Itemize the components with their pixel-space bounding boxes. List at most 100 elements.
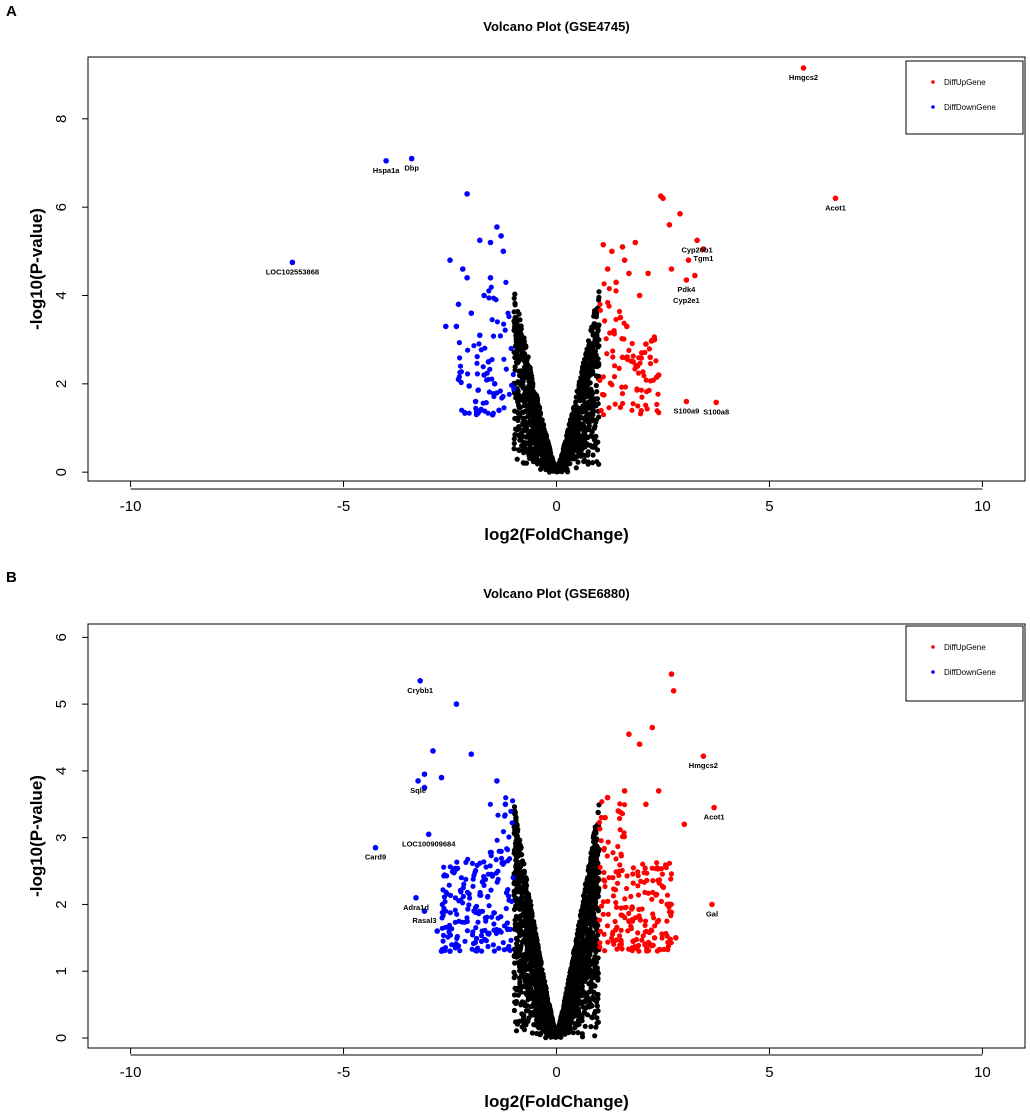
x-tick-label: -10: [120, 498, 142, 515]
point-diffupgene: [677, 211, 683, 217]
point-diffupgene: [613, 904, 620, 910]
nonsig-point: [590, 404, 596, 410]
x-tick-label: 5: [765, 498, 773, 515]
point-diffupgene: [637, 411, 644, 417]
nonsig-point: [531, 408, 537, 414]
nonsig-point: [593, 417, 599, 423]
point-diffdowngene: [486, 288, 492, 294]
point-diffupgene: [600, 412, 607, 418]
nonsig-point: [536, 427, 542, 433]
nonsig-point: [536, 441, 542, 447]
point-diffupgene: [619, 834, 626, 840]
point-diffdowngene: [454, 933, 460, 940]
legend: DiffUpGene DiffDownGene: [905, 60, 1024, 135]
point-diffdowngene: [458, 875, 464, 881]
nonsig-point: [512, 300, 518, 306]
nonsig-point: [520, 384, 526, 390]
point-diffdowngene: [421, 908, 428, 914]
nonsig-point: [595, 809, 601, 816]
gene-label: Adra1d: [403, 903, 429, 912]
nonsig-point: [532, 428, 538, 434]
nonsig-point: [593, 1024, 599, 1030]
point-diffupgene: [618, 927, 624, 933]
point-diffdowngene: [477, 332, 483, 339]
point-diffupgene: [658, 866, 665, 872]
point-diffupgene: [618, 851, 624, 857]
nonsig-point: [592, 1033, 598, 1039]
gene-label: Sqle: [410, 786, 426, 795]
point-diffdowngene: [479, 928, 485, 934]
nonsig-point: [587, 442, 593, 448]
point-diffdowngene: [485, 359, 492, 365]
nonsig-point: [520, 350, 526, 356]
point-diffdowngene: [483, 400, 489, 406]
nonsig-point: [531, 446, 537, 453]
nonsig-point: [595, 363, 602, 369]
point-diffupgene: [630, 353, 636, 359]
nonsig-point: [568, 437, 574, 443]
nonsig-point: [543, 1035, 549, 1041]
nonsig-point: [573, 980, 579, 986]
nonsig-point: [573, 938, 580, 944]
point-diffdowngene: [425, 831, 432, 838]
point-diffupgene: [610, 850, 616, 856]
nonsig-point: [531, 414, 537, 420]
point-diffupgene: [642, 918, 649, 924]
point-diffdowngene: [438, 948, 445, 954]
point-diffupgene: [635, 869, 641, 875]
point-diffupgene: [622, 896, 628, 902]
point-diffdowngene: [460, 885, 466, 891]
point-diffupgene: [624, 873, 630, 879]
point-diffupgene: [643, 341, 649, 347]
nonsig-point: [514, 355, 520, 361]
point-diffupgene: [596, 917, 603, 923]
point-diffupgene: [613, 856, 619, 862]
nonsig-point: [585, 956, 591, 962]
point-diffdowngene: [496, 945, 502, 951]
point-diffupgene: [658, 898, 665, 905]
nonsig-point: [594, 389, 600, 395]
nonsig-point: [538, 1021, 545, 1027]
y-tick-label: 0: [53, 1034, 70, 1042]
nonsig-point: [586, 928, 592, 934]
point-diffupgene: [597, 940, 603, 946]
y-axis: 0 1 2 3 4 5 6: [53, 633, 88, 1042]
nonsig-point: [521, 1020, 527, 1026]
nonsig-point: [515, 417, 521, 423]
point-diffdowngene: [486, 903, 492, 909]
nonsig-point: [595, 932, 601, 938]
point-diffdowngene: [478, 406, 484, 412]
nonsig-point: [520, 923, 526, 929]
point-diffupgene: [611, 328, 617, 334]
point-diffupgene: [643, 928, 650, 935]
nonsig-point: [589, 971, 596, 977]
point-diffupgene: [625, 928, 631, 934]
nonsig-point: [516, 925, 522, 931]
nonsig-point: [546, 1004, 552, 1010]
nonsig-point: [520, 1013, 527, 1019]
gene-label: Gal: [706, 909, 718, 918]
nonsig-point: [511, 975, 517, 981]
nonsig-point: [513, 342, 519, 348]
nonsig-point: [568, 987, 574, 994]
chart-title: Volcano Plot (GSE6880): [483, 586, 629, 601]
nonsig-point: [513, 1028, 520, 1034]
nonsig-point: [535, 987, 542, 993]
y-tick-label: 3: [53, 833, 70, 841]
y-tick-label: 4: [53, 291, 70, 299]
nonsig-point: [592, 897, 598, 903]
nonsig-point: [521, 374, 527, 380]
point-diffupgene: [598, 903, 605, 909]
nonsig-point: [585, 449, 591, 455]
point-diffupgene: [598, 407, 604, 414]
point-diffupgene: [650, 889, 656, 896]
point-diffdowngene: [509, 798, 516, 804]
nonsig-point: [518, 943, 524, 949]
y-tick-label: 2: [53, 380, 70, 388]
point-diffupgene: [602, 318, 608, 324]
gene-label: Hmgcs2: [789, 73, 818, 82]
point-diffupgene: [629, 340, 635, 347]
point-diffdowngene: [508, 808, 514, 814]
x-tick-label: -5: [337, 498, 350, 515]
nonsig-point: [579, 1018, 585, 1024]
